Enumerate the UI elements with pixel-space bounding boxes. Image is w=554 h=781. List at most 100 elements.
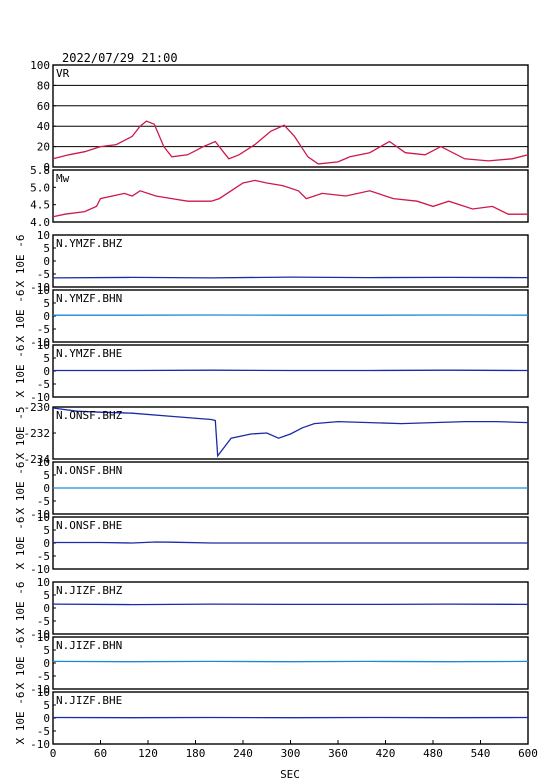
panel-frame bbox=[52, 64, 529, 168]
y-tick-label: 80 bbox=[37, 79, 50, 92]
y-tick-label: 5.0 bbox=[30, 181, 50, 194]
y-tick-label: 5 bbox=[43, 589, 50, 602]
y-tick-label: 0 bbox=[43, 365, 50, 378]
y-tick-label: -10 bbox=[30, 738, 50, 751]
series-line-vr bbox=[52, 120, 529, 165]
panel-frame bbox=[52, 581, 529, 635]
y-tick-label: 5 bbox=[43, 352, 50, 365]
y-tick-label: -10 bbox=[30, 628, 50, 641]
unit-label: X 10E -6 bbox=[14, 517, 27, 570]
y-tick-label: 4.0 bbox=[30, 216, 50, 229]
y-tick-label: -10 bbox=[30, 281, 50, 294]
y-tick-label: -10 bbox=[30, 563, 50, 576]
panel-frame bbox=[52, 234, 529, 288]
y-tick-label: -10 bbox=[30, 683, 50, 696]
y-tick-label: -230 bbox=[24, 401, 51, 414]
y-tick-label: -5 bbox=[37, 495, 50, 508]
y-tick-label: -232 bbox=[24, 427, 51, 440]
unit-label: X 10E -6 bbox=[14, 290, 27, 343]
y-tick-label: 10 bbox=[37, 511, 50, 524]
y-tick-label: 4.5 bbox=[30, 199, 50, 212]
y-tick-label: 0 bbox=[43, 310, 50, 323]
y-tick-label: 0 bbox=[43, 602, 50, 615]
panel-label: N.YMZF.BHZ bbox=[56, 237, 123, 250]
panel-onsf-bhn: 10 50-5-10X 10E -6 N.ONSF.BHN bbox=[14, 456, 529, 521]
y-tick-label: 5 bbox=[43, 699, 50, 712]
y-tick-label: 0 bbox=[43, 537, 50, 550]
y-tick-label: 40 bbox=[37, 120, 50, 133]
y-tick-label: -5 bbox=[37, 378, 50, 391]
unit-label: X 10E -6 bbox=[14, 637, 27, 690]
x-tick-label: 240 bbox=[233, 747, 253, 760]
y-tick-label: 10 bbox=[37, 686, 50, 699]
y-tick-label: -10 bbox=[30, 508, 50, 521]
y-tick-label: 5 bbox=[43, 469, 50, 482]
y-tick-label: -5 bbox=[37, 725, 50, 738]
x-tick-label: 300 bbox=[281, 747, 301, 760]
y-tick-label: 0 bbox=[43, 161, 50, 174]
panel-ymzf-bhz: 10 50-5-10X 10E -6 N.YMZF.BHZ bbox=[14, 229, 529, 294]
panel-vr: 100 80 60 40 20 0 VR bbox=[30, 59, 529, 174]
panel-frame bbox=[52, 636, 529, 690]
x-axis: 0 60 120 180 240 300 360 420 480 540 600 bbox=[50, 740, 538, 760]
panel-label: N.YMZF.BHE bbox=[56, 347, 122, 360]
panel-mw: 5.8 5.0 4.5 4.0 Mw bbox=[30, 164, 529, 229]
y-tick-label: 5 bbox=[43, 644, 50, 657]
x-tick-label: 180 bbox=[186, 747, 206, 760]
unit-label: X 10E -6 bbox=[14, 582, 27, 635]
y-tick-label: -5 bbox=[37, 670, 50, 683]
y-tick-label: 0 bbox=[43, 482, 50, 495]
y-tick-label: -234 bbox=[24, 453, 51, 466]
panel-label: N.JIZF.BHN bbox=[56, 639, 122, 652]
series-line-ymzf-bhz bbox=[52, 276, 529, 279]
panel-label: N.ONSF.BHN bbox=[56, 464, 122, 477]
y-tick-label: 0 bbox=[43, 657, 50, 670]
panel-label: N.YMZF.BHN bbox=[56, 292, 122, 305]
series-line-mw bbox=[52, 179, 528, 218]
y-tick-label: 10 bbox=[37, 339, 50, 352]
unit-label: X 10E -6 bbox=[14, 235, 27, 288]
panel-label: N.JIZF.BHE bbox=[56, 694, 122, 707]
panel-label: VR bbox=[56, 67, 70, 80]
y-tick-label: -10 bbox=[30, 391, 50, 404]
panel-frame bbox=[52, 289, 529, 343]
y-tick-label: -5 bbox=[37, 615, 50, 628]
x-tick-label: 600 bbox=[518, 747, 538, 760]
y-tick-label: 0 bbox=[43, 712, 50, 725]
y-tick-label: 5.8 bbox=[30, 164, 50, 177]
x-axis-label: SEC bbox=[280, 768, 300, 781]
panel-frame bbox=[52, 406, 529, 460]
y-tick-label: 100 bbox=[30, 59, 50, 72]
y-tick-label: 10 bbox=[37, 631, 50, 644]
x-tick-label: 120 bbox=[138, 747, 158, 760]
y-tick-label: 5 bbox=[43, 297, 50, 310]
chart-datetime: 2022/07/29 21:00 bbox=[62, 51, 178, 65]
y-tick-label: -5 bbox=[37, 550, 50, 563]
unit-label: X 10E -6 bbox=[14, 345, 27, 398]
y-tick-label: 0 bbox=[43, 255, 50, 268]
unit-label: X 10E -5 bbox=[14, 407, 27, 460]
series-line-jizf-bhz bbox=[52, 603, 529, 606]
y-tick-label: -10 bbox=[30, 336, 50, 349]
x-tick-label: 60 bbox=[94, 747, 107, 760]
x-tick-label: 0 bbox=[50, 747, 57, 760]
unit-label: X 10E -6 bbox=[14, 462, 27, 515]
y-tick-label: -5 bbox=[37, 268, 50, 281]
y-tick-label: 10 bbox=[37, 284, 50, 297]
x-tick-label: 480 bbox=[423, 747, 443, 760]
series-line-onsf-bhz bbox=[52, 407, 529, 458]
panel-frame bbox=[52, 169, 529, 223]
y-tick-label: -5 bbox=[37, 323, 50, 336]
y-tick-label: 5 bbox=[43, 242, 50, 255]
unit-label: X 10E -6 bbox=[14, 692, 27, 745]
panel-label: Mw bbox=[56, 172, 70, 185]
